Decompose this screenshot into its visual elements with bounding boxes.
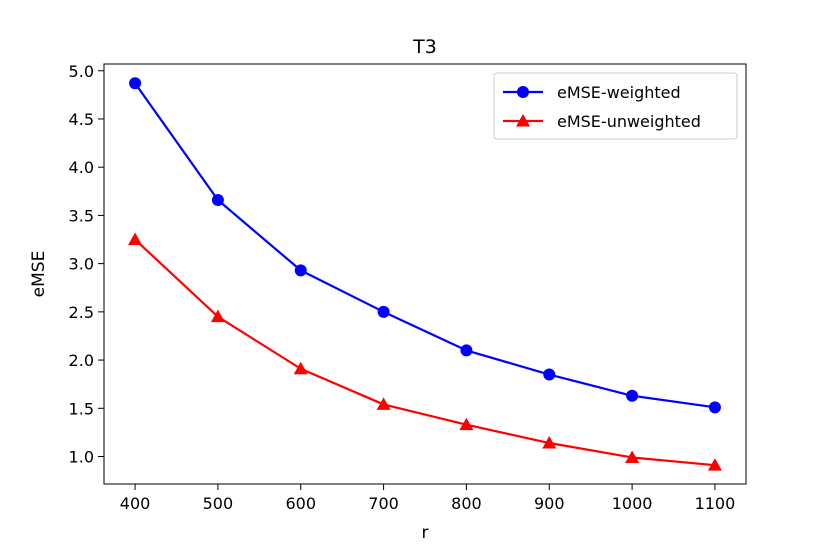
data-point [376, 397, 391, 410]
legend-box [493, 72, 738, 140]
x-tick-label: 500 [203, 494, 234, 513]
legend: eMSE-weighted eMSE-unweighted [493, 72, 738, 140]
y-tick-label: 1.5 [69, 399, 94, 418]
data-point [460, 344, 473, 357]
series-emse-unweighted [128, 232, 722, 471]
x-tick-label: 400 [120, 494, 151, 513]
data-point [459, 417, 474, 431]
data-point [625, 450, 640, 463]
data-point [293, 361, 308, 375]
x-tick-label: 1100 [695, 494, 736, 513]
legend-marker [517, 86, 529, 98]
x-axis: 400 500 600 700 800 900 1000 1100 [120, 484, 736, 513]
y-tick-label: 3.5 [69, 206, 94, 225]
data-point [211, 193, 224, 206]
data-point [129, 77, 142, 90]
y-axis-label: eMSE [29, 251, 49, 298]
series-line-emse-weighted [134, 82, 716, 409]
data-point [708, 401, 721, 414]
y-tick-label: 4.0 [69, 158, 94, 177]
legend-marker [516, 114, 530, 127]
x-tick-label: 900 [534, 494, 565, 513]
x-tick-label: 800 [451, 494, 482, 513]
data-point [377, 305, 390, 318]
chart-title: T3 [412, 36, 437, 58]
series-line-emse-unweighted [134, 238, 716, 467]
series-layer [128, 77, 722, 471]
data-point [707, 458, 722, 471]
y-tick-label: 2.5 [69, 303, 94, 322]
x-tick-label: 700 [368, 494, 399, 513]
y-tick-label: 2.0 [69, 351, 94, 370]
y-axis: 1.0 1.5 2.0 2.5 3.0 3.5 4.0 4.5 5.0 [69, 62, 104, 467]
y-tick-label: 1.0 [69, 448, 94, 467]
data-point [626, 389, 639, 402]
x-axis-label: r [422, 523, 429, 543]
legend-label: eMSE-unweighted [557, 112, 701, 131]
data-point [128, 232, 143, 245]
y-tick-label: 5.0 [69, 62, 94, 81]
x-tick-label: 1000 [612, 494, 653, 513]
y-tick-label: 4.5 [69, 110, 94, 129]
x-tick-label: 600 [285, 494, 316, 513]
data-point [542, 436, 557, 449]
plot-area [103, 63, 747, 485]
legend-label: eMSE-weighted [557, 83, 681, 102]
series-emse-weighted [129, 77, 721, 414]
data-point [543, 368, 556, 381]
y-tick-label: 3.0 [69, 255, 94, 274]
data-point [294, 264, 307, 277]
data-point [210, 309, 225, 323]
